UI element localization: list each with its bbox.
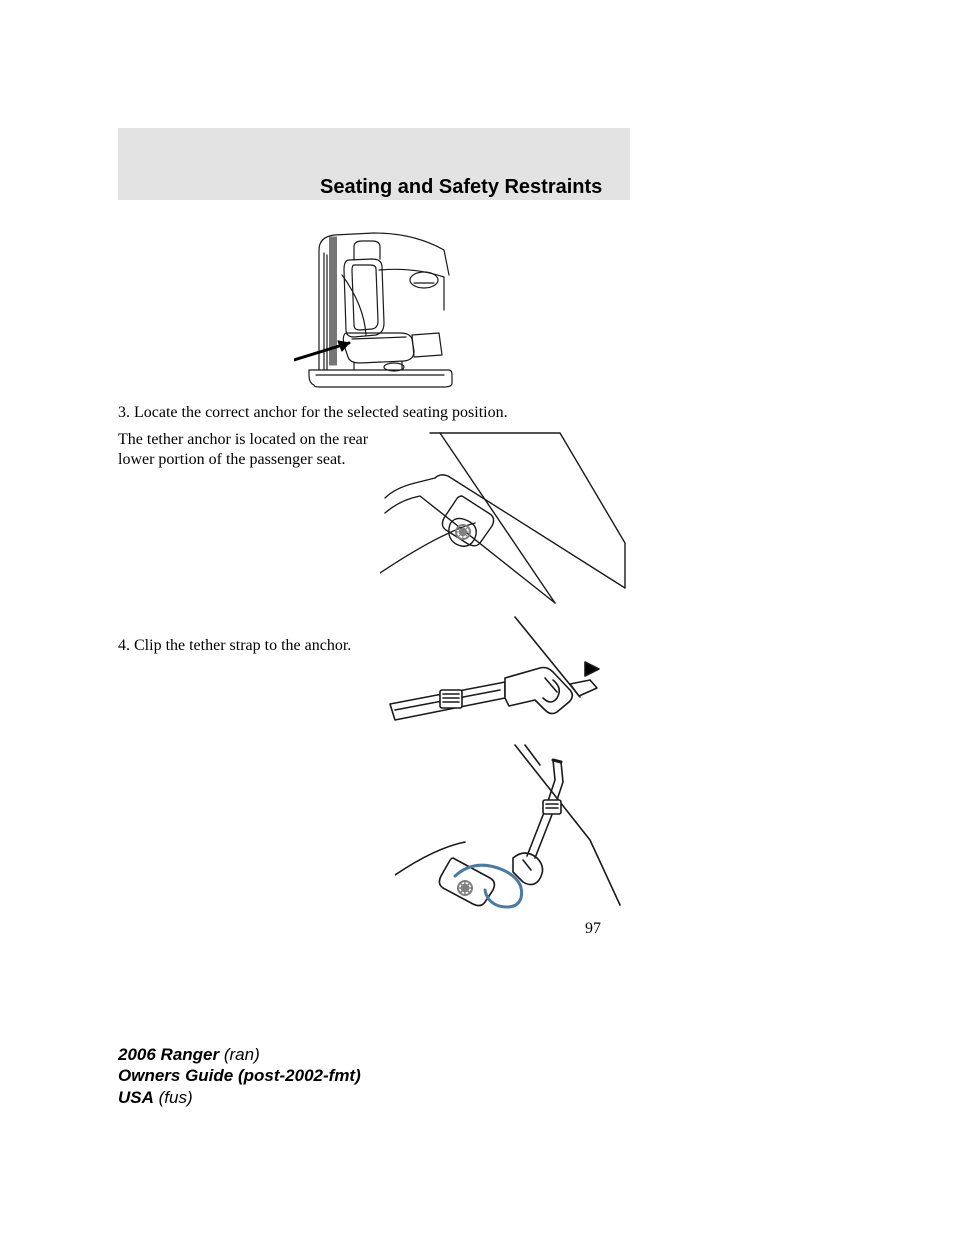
footer-line-2: Owners Guide (post-2002-fmt)	[118, 1065, 361, 1086]
footer-guide: Owners Guide (post-2002-fmt)	[118, 1066, 361, 1085]
page-number: 97	[585, 920, 601, 938]
figure-tether-clip	[385, 612, 625, 747]
section-title: Seating and Safety Restraints	[320, 176, 602, 199]
figure-tether-anchor	[380, 428, 630, 613]
footer-model-code: (ran)	[219, 1045, 260, 1064]
footer-block: 2006 Ranger (ran) Owners Guide (post-200…	[118, 1044, 361, 1108]
footer-region: USA	[118, 1088, 154, 1107]
tether-location-text: The tether anchor is located on the rear…	[118, 430, 378, 470]
step-3-text: 3. Locate the correct anchor for the sel…	[118, 404, 508, 422]
manual-page: Seating and Safety Restraints	[0, 0, 954, 1235]
seat-interior-svg	[294, 225, 464, 395]
footer-region-code: (fus)	[154, 1088, 193, 1107]
footer-line-1: 2006 Ranger (ran)	[118, 1044, 361, 1065]
footer-model: 2006 Ranger	[118, 1045, 219, 1064]
figure-seat-interior	[294, 225, 464, 400]
clip-attached-svg	[395, 740, 625, 910]
figure-clip-attached	[395, 740, 625, 915]
tether-clip-svg	[385, 612, 625, 742]
tether-anchor-svg	[380, 428, 630, 608]
step-4-text: 4. Clip the tether strap to the anchor.	[118, 636, 378, 656]
footer-line-3: USA (fus)	[118, 1087, 361, 1108]
